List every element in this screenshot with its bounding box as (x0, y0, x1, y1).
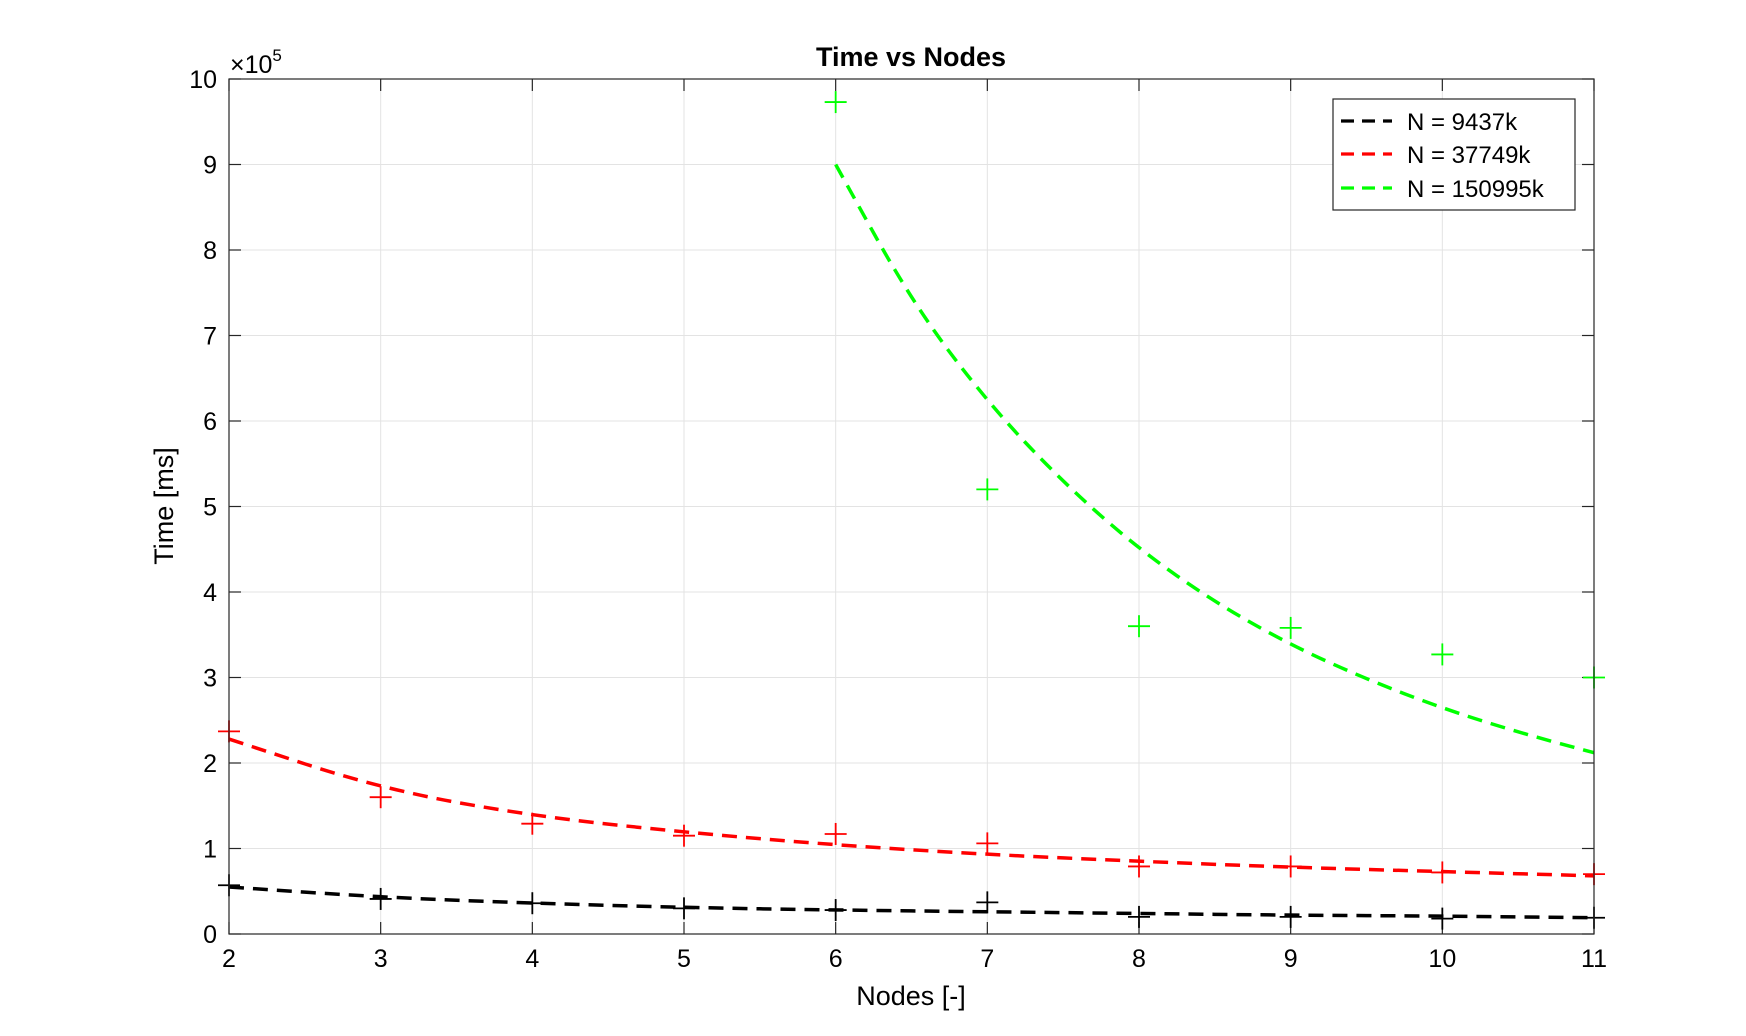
y-exponent-base: ×10 (230, 51, 272, 79)
y-tick-label: 0 (203, 921, 217, 949)
data-point-series-1 (673, 897, 695, 920)
x-axis-label: Nodes [-] (856, 981, 966, 1011)
y-tick-label: 1 (203, 836, 217, 864)
data-point-series-3 (824, 91, 847, 114)
y-axis-label: Time [ms] (149, 447, 179, 565)
x-tick-label: 8 (1132, 945, 1146, 973)
x-tick-label: 10 (1428, 945, 1456, 973)
data-point-series-2 (824, 822, 847, 845)
data-point-series-1 (369, 887, 392, 910)
x-tick-label: 7 (980, 945, 994, 973)
data-point-series-2 (673, 824, 695, 847)
data-point-series-2 (1431, 861, 1454, 884)
data-point-series-1 (1431, 907, 1454, 930)
x-tick-label: 2 (222, 945, 236, 973)
legend-label-series-3: N = 150995k (1407, 176, 1545, 203)
x-axis-ticks: 2 3 4 5 6 7 8 9 10 11 (222, 79, 1607, 973)
x-tick-label: 11 (1581, 945, 1607, 973)
legend: N = 9437k N = 37749k N = 150995k (1332, 98, 1576, 211)
data-point-series-1 (976, 891, 999, 914)
legend-label-series-2: N = 37749k (1407, 142, 1531, 169)
fit-lines (228, 163, 1595, 920)
y-exponent-power: 5 (272, 46, 281, 65)
fit-line-series-1 (228, 885, 1595, 920)
y-tick-label: 10 (189, 66, 217, 94)
data-point-series-3 (976, 478, 999, 501)
data-point-series-3 (1279, 616, 1302, 639)
data-point-series-2 (1279, 855, 1302, 878)
fit-line-series-3 (834, 163, 1595, 755)
data-point-series-1 (1279, 905, 1302, 928)
data-point-series-1 (1128, 905, 1150, 928)
chart-title: Time vs Nodes (816, 42, 1006, 72)
data-point-series-2 (521, 812, 544, 835)
y-tick-label: 9 (203, 152, 217, 180)
data-point-series-3 (1431, 643, 1454, 666)
x-tick-label: 4 (525, 945, 539, 973)
plot-frame (228, 78, 1595, 935)
data-point-series-1 (824, 899, 847, 922)
y-tick-label: 7 (203, 323, 217, 351)
x-tick-label: 3 (374, 945, 388, 973)
y-tick-label: 6 (203, 408, 217, 436)
data-point-series-2 (369, 786, 392, 809)
data-point-series-2 (976, 832, 999, 855)
x-tick-label: 9 (1284, 945, 1298, 973)
y-exponent-label: ×105 (230, 46, 282, 79)
data-point-series-2 (1128, 855, 1150, 878)
y-tick-label: 2 (203, 750, 217, 778)
y-tick-label: 8 (203, 237, 217, 265)
fit-line-series-2 (228, 737, 1595, 878)
y-tick-label: 5 (203, 494, 217, 522)
y-axis-ticks: 0 1 2 3 4 5 6 7 8 9 10 (189, 66, 1594, 949)
legend-label-series-1: N = 9437k (1407, 109, 1518, 136)
data-point-series-1 (521, 892, 544, 915)
x-tick-label: 6 (829, 945, 843, 973)
data-markers (218, 91, 1605, 930)
data-point-series-3 (1128, 615, 1150, 638)
x-tick-label: 5 (677, 945, 691, 973)
y-tick-label: 3 (203, 665, 217, 693)
y-tick-label: 4 (203, 579, 217, 607)
